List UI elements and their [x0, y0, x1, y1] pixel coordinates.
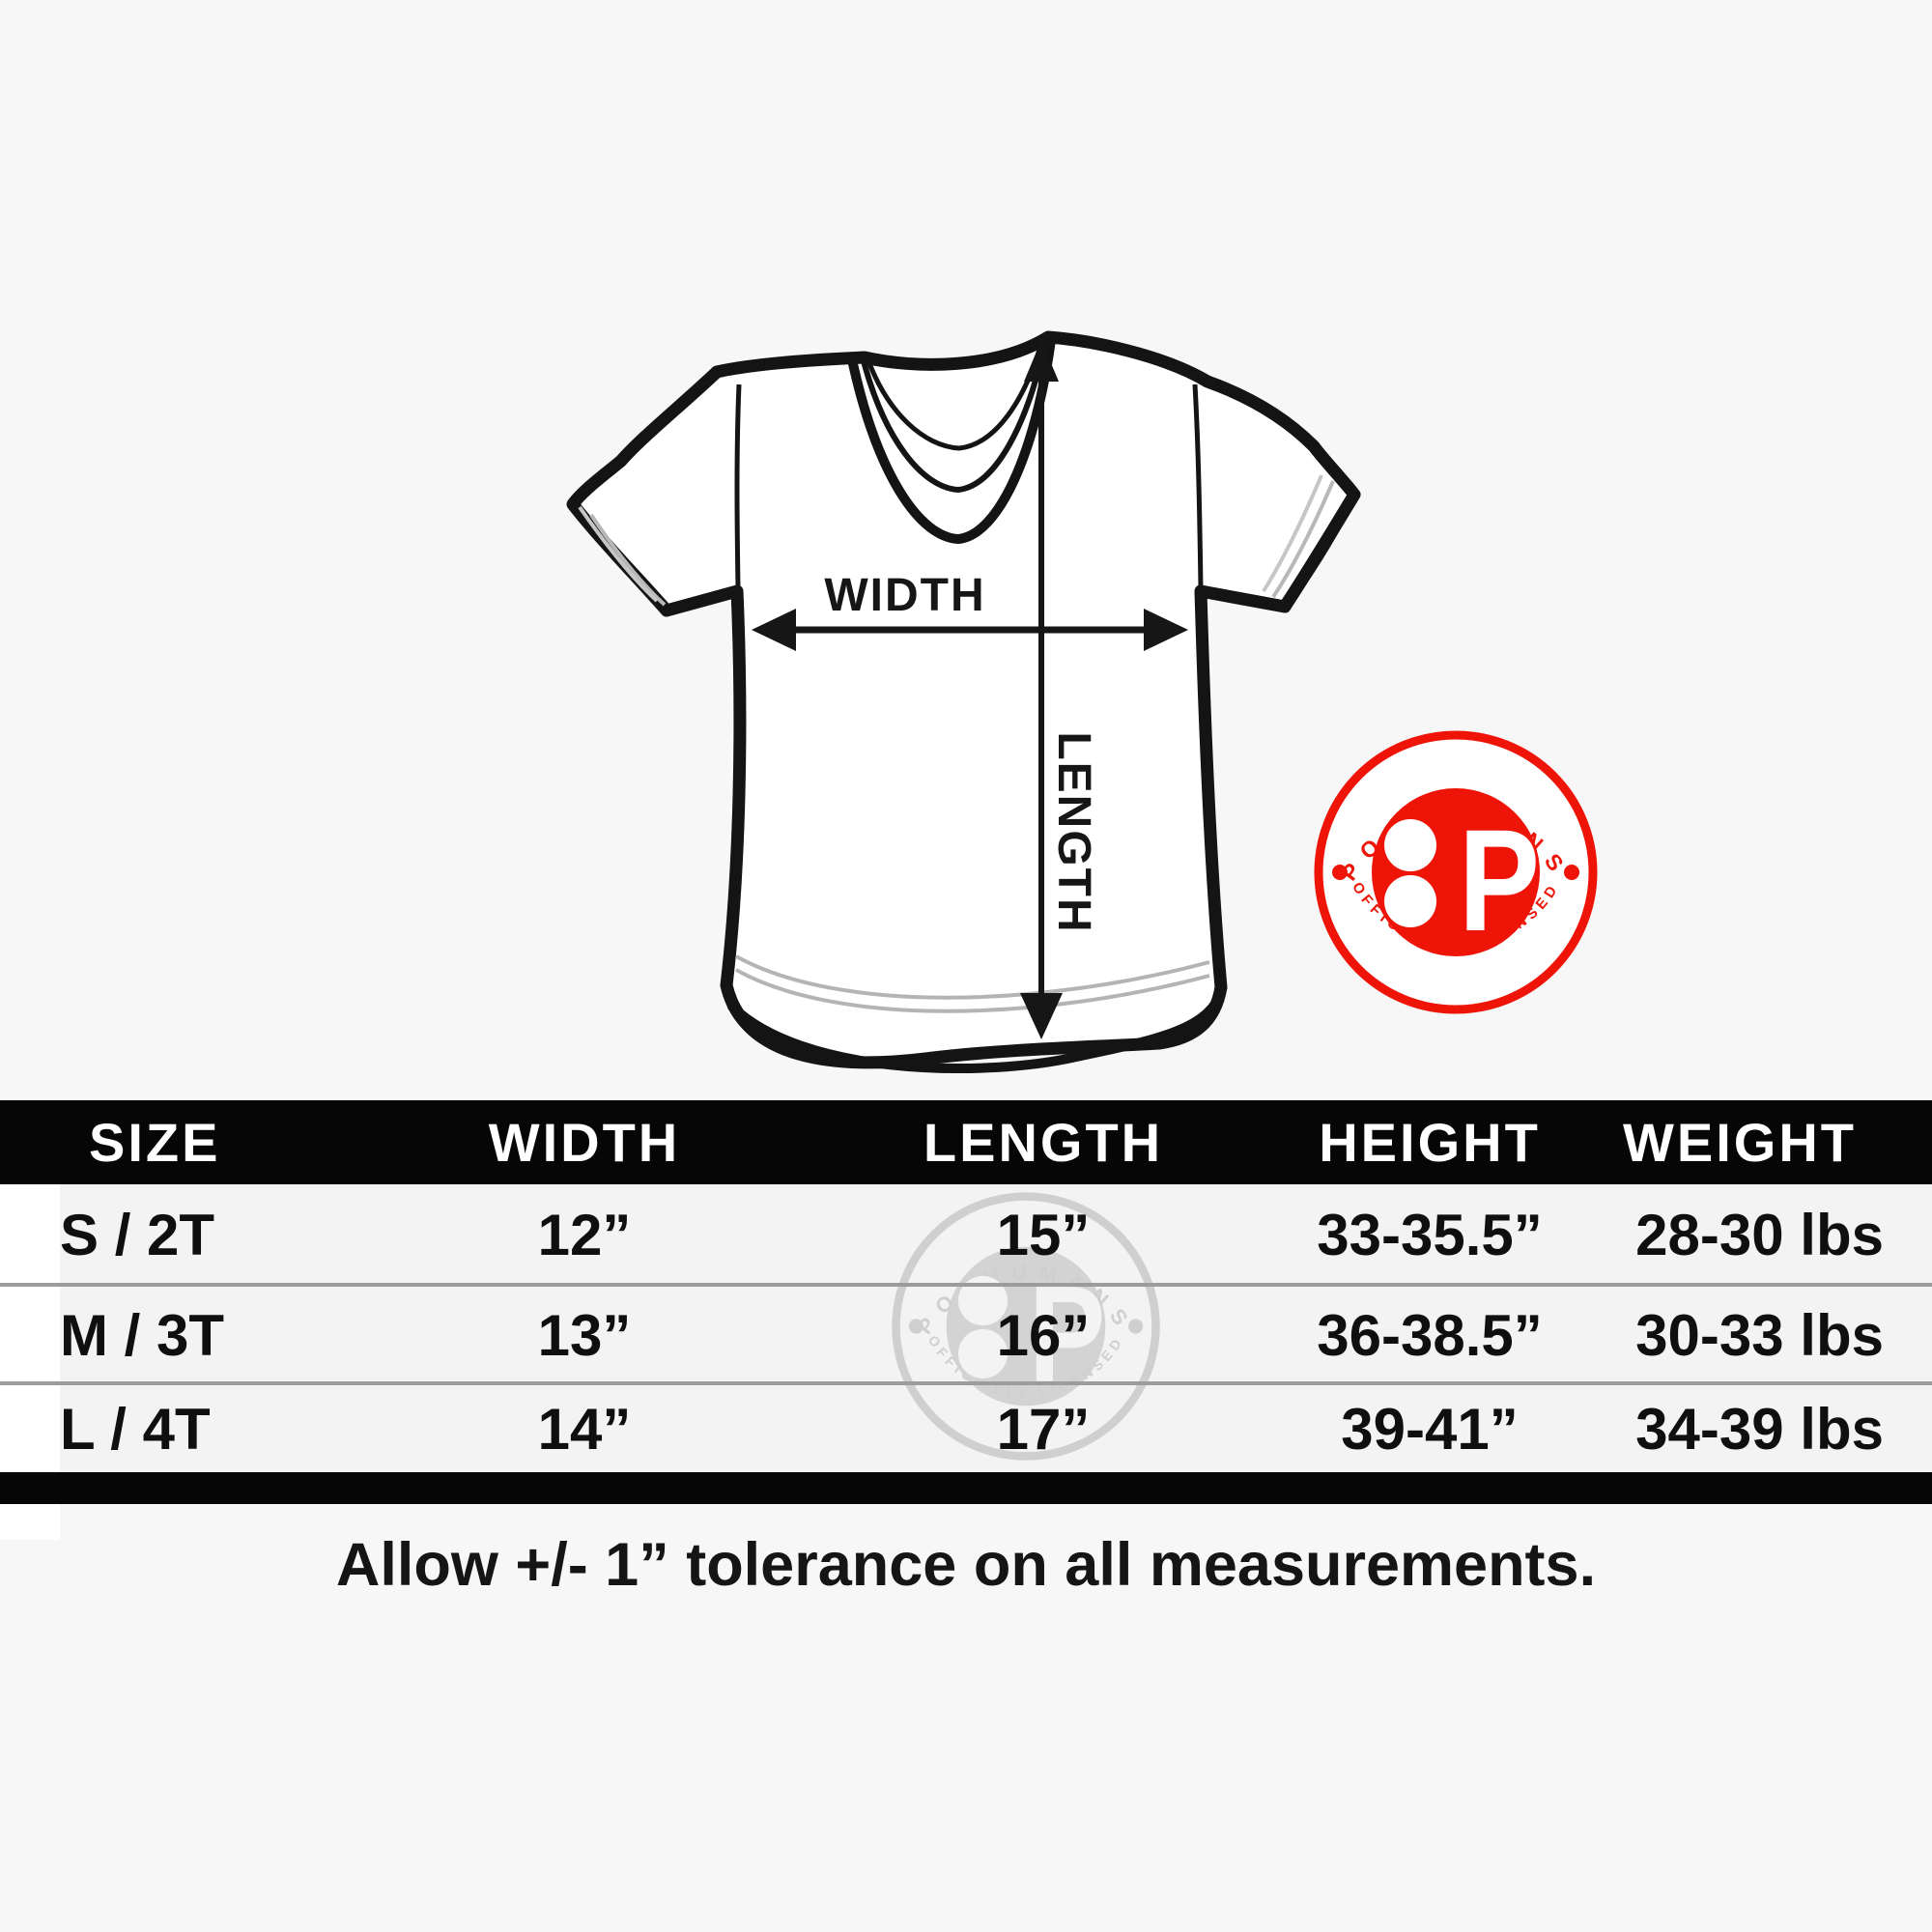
- cell-size: L / 4T: [60, 1396, 211, 1462]
- table-row-m3t: M / 3T 13” 16” 36-38.5” 30-33 lbs: [0, 1287, 1932, 1383]
- tolerance-note: Allow +/- 1” tolerance on all measuremen…: [335, 1531, 1597, 1599]
- table-row-s2t: S / 2T 12” 15” 33-35.5” 28-30 lbs: [0, 1186, 1932, 1283]
- row-divider: [0, 1381, 1932, 1385]
- cell-weight: 34-39 lbs: [1635, 1396, 1884, 1462]
- cuff-fold-right-1: [1271, 480, 1335, 599]
- cell-height: 36-38.5”: [1317, 1302, 1543, 1368]
- column-header-height: HEIGHT: [1319, 1112, 1541, 1173]
- hem-fold-line: [727, 992, 1224, 1073]
- cell-size: S / 2T: [60, 1202, 215, 1267]
- watermark-ring: [892, 1192, 1160, 1461]
- cuff-fold-left-1: [589, 513, 667, 607]
- column-header-weight: WEIGHT: [1623, 1112, 1857, 1173]
- watermark-dot-right: [1128, 1319, 1144, 1334]
- table-bottom-bar: [0, 1472, 1932, 1504]
- badge-logo-dot-top: [1384, 819, 1436, 871]
- length-label: LENGTH: [1048, 731, 1099, 933]
- pophumans-badge: POPHUMANS OFFICIALLY LICENSED P: [1314, 730, 1598, 1014]
- column-header-size: SIZE: [89, 1112, 221, 1173]
- column-header-width: WIDTH: [488, 1112, 681, 1173]
- cell-weight: 28-30 lbs: [1635, 1202, 1884, 1267]
- cell-length: 16”: [996, 1302, 1091, 1368]
- length-arrow: [1020, 340, 1063, 1039]
- cell-weight: 30-33 lbs: [1635, 1302, 1884, 1368]
- cell-width: 12”: [537, 1202, 632, 1267]
- width-arrow: [752, 609, 1188, 651]
- table-row-l4t: L / 4T 14” 17” 39-41” 34-39 lbs: [0, 1387, 1932, 1470]
- badge-side-dot-right: [1564, 865, 1579, 880]
- watermark-dot-left: [908, 1319, 923, 1334]
- badge-logo-dot-bottom: [1384, 875, 1436, 927]
- watermark-logo-dot-bottom: [957, 1328, 1009, 1378]
- column-header-length: LENGTH: [923, 1112, 1164, 1173]
- collar-band-bottom: [847, 335, 1056, 545]
- watermark-logo-dot-top: [957, 1275, 1009, 1326]
- cuff-fold-right-2: [1262, 474, 1323, 593]
- cell-size: M / 3T: [60, 1302, 225, 1368]
- row-divider: [0, 1283, 1932, 1287]
- table-body-background: [0, 1184, 1932, 1472]
- cell-width: 13”: [537, 1302, 632, 1368]
- badge-side-dot-left: [1332, 865, 1348, 880]
- collar-neckline: [860, 335, 1049, 494]
- hem-stitch-1: [735, 954, 1210, 1000]
- cuff-fold-left-2: [578, 505, 659, 603]
- collar-inner-seam: [864, 333, 1046, 451]
- table-header: SIZE WIDTH LENGTH HEIGHT WEIGHT: [0, 1100, 1932, 1184]
- cell-height: 39-41”: [1341, 1396, 1519, 1462]
- armhole-seam-left: [734, 384, 742, 588]
- cell-length: 17”: [996, 1396, 1091, 1462]
- cuff-fold-right-dark: [1280, 499, 1353, 609]
- badge-monogram: P: [1459, 799, 1540, 961]
- cell-width: 14”: [537, 1396, 632, 1462]
- cell-length: 15”: [996, 1202, 1091, 1267]
- hem-stitch-2: [735, 968, 1210, 1013]
- width-label: WIDTH: [824, 570, 985, 621]
- armhole-seam-right: [1192, 384, 1204, 588]
- cell-height: 33-35.5”: [1317, 1202, 1543, 1267]
